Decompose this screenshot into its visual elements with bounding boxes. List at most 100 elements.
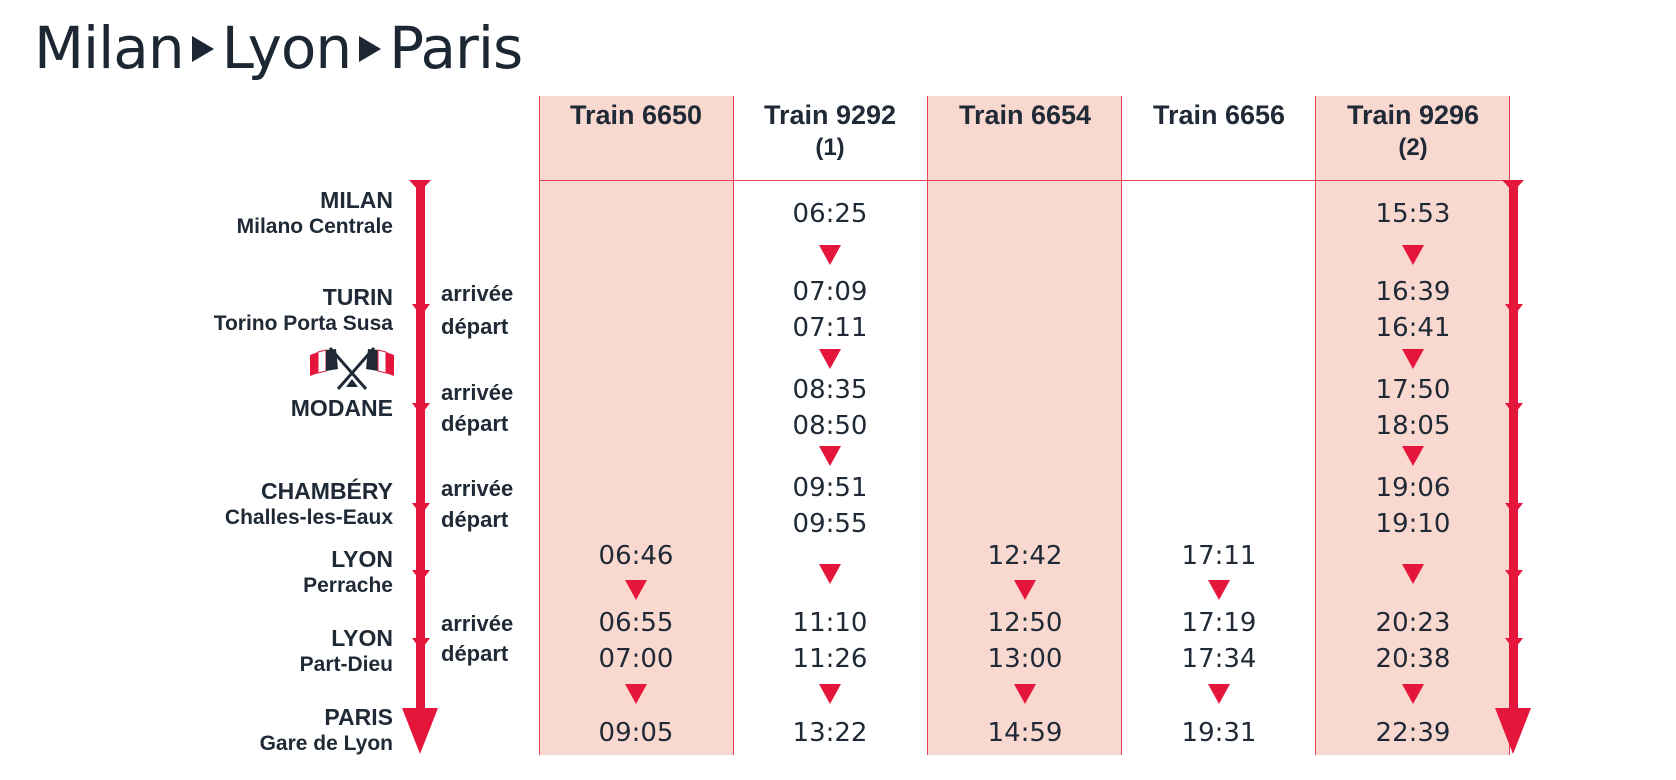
rail-tick <box>1505 570 1523 582</box>
rail-tick <box>1505 304 1523 316</box>
time-cell: 12:50 <box>987 608 1063 638</box>
time-cell: 16:39 <box>1375 277 1451 307</box>
time-cell: 07:00 <box>598 644 674 674</box>
time-cell: 09:55 <box>792 509 868 539</box>
rail-tick <box>1505 638 1523 650</box>
down-arrow-icon <box>819 446 841 466</box>
time-cell: 14:59 <box>987 718 1063 748</box>
down-arrow-icon <box>1208 684 1230 704</box>
down-arrow-icon <box>1402 446 1424 466</box>
time-cell: 16:41 <box>1375 313 1451 343</box>
time-cell: 11:26 <box>792 644 868 674</box>
down-arrow-icon <box>1014 580 1036 600</box>
label-departure: départ <box>441 314 509 339</box>
time-cell: 06:46 <box>598 541 674 571</box>
down-arrow-icon <box>1208 580 1230 600</box>
column-bg-6654 <box>928 96 1122 755</box>
time-cell: 08:50 <box>792 411 868 441</box>
column-bg-6650 <box>539 96 733 755</box>
down-arrow-icon <box>819 684 841 704</box>
station-lyon-part-dieu: LYON Part-Dieu <box>299 625 393 676</box>
label-arrival: arrivée <box>441 281 514 306</box>
down-arrow-icon <box>819 245 841 265</box>
time-cell: 17:34 <box>1181 644 1257 674</box>
title-from: Milan <box>34 14 185 82</box>
down-arrow-icon <box>1402 245 1424 265</box>
rail-tick <box>412 570 430 582</box>
down-arrow-icon <box>1402 564 1424 584</box>
rail-tick <box>412 638 430 650</box>
time-cell: 08:35 <box>792 375 868 405</box>
train-header-6650: Train 6650 <box>569 100 703 130</box>
down-arrow-icon <box>1014 684 1036 704</box>
page-title: Milan Lyon Paris <box>34 14 523 82</box>
time-cell: 17:11 <box>1181 541 1257 571</box>
time-cell: 20:23 <box>1375 608 1451 638</box>
down-arrow-icon <box>1402 684 1424 704</box>
time-cell: 07:11 <box>792 313 868 343</box>
rail-start <box>1502 180 1524 192</box>
time-cell: 19:31 <box>1181 718 1257 748</box>
flags-icon <box>310 347 394 390</box>
station-milan: MILAN Milano Centrale <box>236 187 393 238</box>
column-divider <box>1315 96 1316 755</box>
time-cell: 09:05 <box>598 718 674 748</box>
time-cell: 11:10 <box>792 608 868 638</box>
time-cell: 13:00 <box>987 644 1063 674</box>
time-cell: 13:22 <box>792 718 868 748</box>
label-arrival: arrivée <box>441 380 514 405</box>
label-departure: départ <box>441 411 509 436</box>
time-cell: 07:09 <box>792 277 868 307</box>
station-modane: MODANE <box>290 395 393 421</box>
time-cell: 12:42 <box>987 541 1063 571</box>
train-header-6656: Train 6656 <box>1152 100 1286 130</box>
rail-tick <box>1505 503 1523 515</box>
time-cell: 22:39 <box>1375 718 1451 748</box>
label-arrival: arrivée <box>441 476 514 501</box>
train-header-6654: Train 6654 <box>958 100 1092 130</box>
column-divider <box>1121 96 1122 755</box>
label-arrival: arrivée <box>441 611 514 636</box>
route-rail-left <box>416 183 425 715</box>
time-cell: 19:06 <box>1375 473 1451 503</box>
time-cell: 06:25 <box>792 199 868 229</box>
time-cell: 19:10 <box>1375 509 1451 539</box>
rail-tick <box>1505 403 1523 415</box>
time-cell: 06:55 <box>598 608 674 638</box>
column-divider <box>733 96 734 755</box>
column-bg-9296 <box>1316 96 1510 755</box>
route-rail-right <box>1509 183 1518 715</box>
station-chambery: CHAMBÉRY Challes-les-Eaux <box>224 478 393 529</box>
train-header-9292: Train 9292 (1) <box>763 100 897 161</box>
down-arrow-icon <box>819 564 841 584</box>
train-header-9296: Train 9296 (2) <box>1346 100 1480 161</box>
label-departure: départ <box>441 641 509 666</box>
station-paris: PARIS Gare de Lyon <box>259 704 393 755</box>
header-divider <box>539 180 1510 181</box>
down-arrow-icon <box>1402 349 1424 369</box>
down-arrow-icon <box>819 349 841 369</box>
time-cell: 17:19 <box>1181 608 1257 638</box>
time-cell: 17:50 <box>1375 375 1451 405</box>
time-cell: 18:05 <box>1375 411 1451 441</box>
play-arrow-icon <box>191 35 214 62</box>
rail-start <box>409 180 431 192</box>
time-cell: 20:38 <box>1375 644 1451 674</box>
play-arrow-icon <box>359 35 382 62</box>
station-turin: TURIN Torino Porta Susa <box>213 284 393 335</box>
rail-end-arrow-icon <box>1495 708 1531 754</box>
rail-tick <box>412 304 430 316</box>
time-cell: 15:53 <box>1375 199 1451 229</box>
station-lyon-perrache: LYON Perrache <box>303 546 393 597</box>
time-cell: 09:51 <box>792 473 868 503</box>
title-via: Lyon <box>221 14 353 82</box>
column-divider <box>539 96 540 755</box>
label-departure: départ <box>441 507 509 532</box>
column-divider <box>927 96 928 755</box>
rail-end-arrow-icon <box>402 708 438 754</box>
title-to: Paris <box>389 14 523 82</box>
down-arrow-icon <box>625 580 647 600</box>
rail-tick <box>412 503 430 515</box>
down-arrow-icon <box>625 684 647 704</box>
rail-tick <box>412 403 430 415</box>
